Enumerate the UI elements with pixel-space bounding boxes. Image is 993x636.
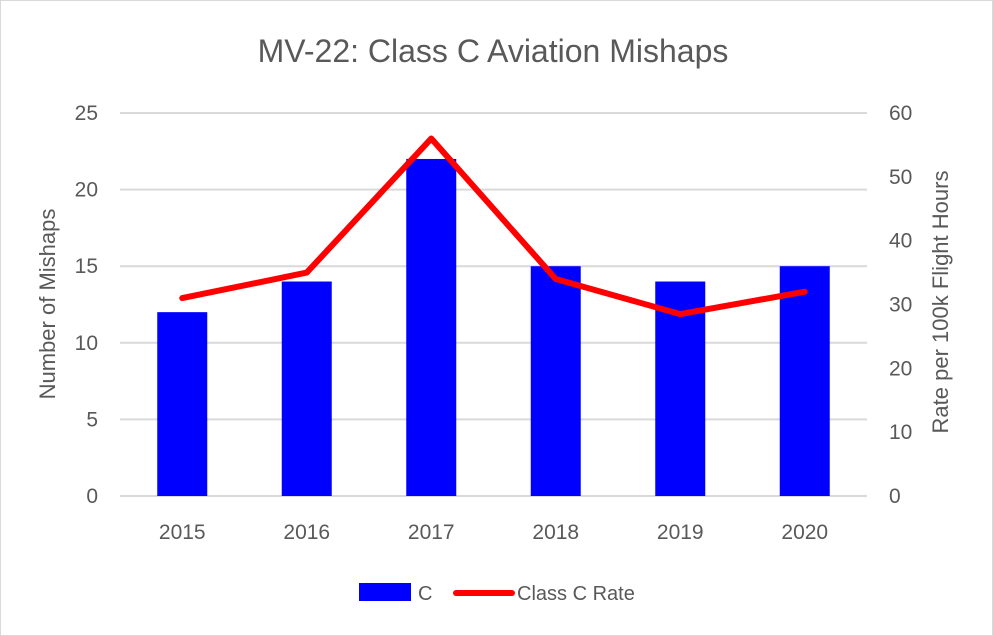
x-axis-ticks: 2015 2016 2017 2018 2019 2020: [159, 521, 828, 544]
bar-2017: [406, 158, 457, 496]
bar-2018: [530, 266, 581, 496]
y2-axis-label: Rate per 100k Flight Hours: [928, 171, 953, 434]
y-tick-label: 5: [86, 408, 98, 431]
x-tick-label: 2019: [657, 521, 704, 544]
x-tick-label: 2016: [283, 521, 330, 544]
right-axis-ticks: 0 10 20 30 40 50 60: [889, 102, 912, 508]
y-tick-label: 15: [75, 255, 98, 278]
y2-tick-label: 40: [889, 230, 912, 253]
x-tick-label: 2017: [408, 521, 455, 544]
y-tick-label: 20: [75, 179, 98, 202]
y-tick-label: 10: [75, 332, 98, 355]
bar-2015: [157, 312, 208, 496]
y-tick-label: 25: [75, 102, 98, 125]
line-class-c-rate: [179, 135, 808, 318]
y2-tick-label: 30: [889, 294, 912, 317]
legend-label-bar: C: [418, 583, 432, 605]
chart-title: MV-22: Class C Aviation Mishaps: [258, 33, 729, 69]
gridlines: [120, 112, 867, 497]
bar-series: [157, 158, 830, 496]
legend-label-line: Class C Rate: [517, 583, 635, 605]
line-series: [179, 135, 808, 318]
bar-2020: [779, 266, 830, 496]
left-axis-ticks: 0 5 10 15 20 25: [75, 102, 98, 508]
y2-tick-label: 20: [889, 357, 912, 380]
x-tick-label: 2020: [781, 521, 828, 544]
legend: C Class C Rate: [359, 583, 635, 605]
x-tick-label: 2018: [532, 521, 579, 544]
y2-tick-label: 10: [889, 421, 912, 444]
y-axis-label: Number of Mishaps: [35, 209, 60, 400]
y2-tick-label: 50: [889, 166, 912, 189]
x-tick-label: 2015: [159, 521, 206, 544]
bar-2019: [655, 281, 706, 496]
legend-swatch-bar: [359, 583, 411, 601]
y2-tick-label: 0: [889, 485, 901, 508]
y-tick-label: 0: [86, 485, 98, 508]
y2-tick-label: 60: [889, 102, 912, 125]
bar-2016: [281, 281, 332, 496]
